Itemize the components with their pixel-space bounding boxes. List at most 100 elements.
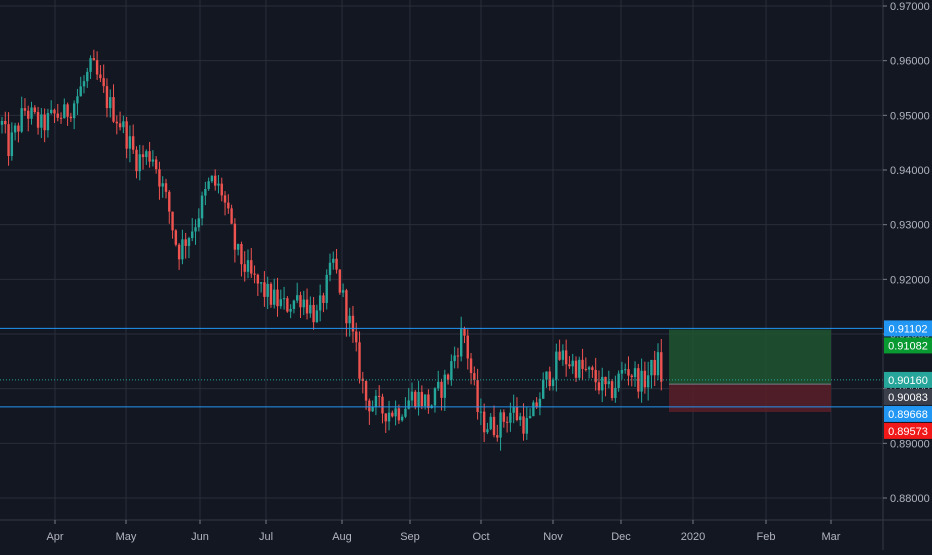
candle-body [50, 109, 53, 114]
candle-body [394, 408, 397, 417]
candle-body [328, 262, 332, 275]
candle-body [538, 398, 542, 408]
candle-body [240, 243, 243, 265]
candle-body [53, 109, 56, 114]
candle [450, 354, 453, 386]
candle-body [279, 299, 282, 307]
candle [499, 409, 502, 451]
candle [502, 409, 506, 428]
candle [227, 194, 230, 214]
candle-body [558, 351, 561, 360]
badge-label: 0.89668 [888, 409, 928, 421]
candle-body [551, 379, 555, 387]
candle-body [653, 359, 656, 376]
candle-body [604, 376, 607, 385]
candle-body [564, 350, 568, 365]
candle [440, 378, 443, 411]
candle-body [204, 189, 207, 196]
candle [594, 357, 597, 391]
candle-body [109, 97, 112, 109]
candle [43, 108, 46, 143]
candle [263, 271, 266, 307]
candle-body [46, 113, 50, 131]
candle-body [578, 359, 581, 378]
candle-body [355, 331, 358, 343]
candle [66, 102, 69, 126]
price-tick-label: 0.92000 [890, 274, 930, 286]
time-tick-label: Feb [757, 531, 776, 543]
candle-body [348, 315, 351, 324]
candle [23, 98, 27, 116]
candle-body [489, 416, 492, 430]
candle [584, 357, 588, 372]
candle [30, 101, 33, 125]
candle [463, 326, 466, 344]
candle [512, 394, 515, 424]
candle-body [650, 359, 653, 376]
candle [482, 403, 486, 442]
candle [309, 296, 312, 318]
candle [40, 108, 43, 139]
candle-body [620, 370, 624, 374]
candle [115, 115, 118, 135]
candle-body [387, 412, 391, 422]
candle [286, 296, 289, 313]
candle [643, 361, 647, 394]
candle [220, 177, 223, 202]
candle-body [0, 120, 4, 125]
candle [355, 322, 358, 352]
candle-body [40, 114, 43, 128]
badge-bg [884, 371, 932, 388]
candle-body [4, 120, 7, 125]
candle-body [217, 183, 220, 186]
candle-body [105, 86, 109, 109]
candle [122, 115, 125, 134]
candle-body [627, 369, 630, 376]
candle [568, 356, 571, 369]
candle [46, 108, 50, 138]
candle-body [187, 238, 191, 246]
candle [348, 307, 351, 337]
target-badge: 0.91082 [884, 337, 932, 354]
candle-body [446, 374, 450, 380]
candle [253, 265, 256, 284]
badge-bg [884, 388, 932, 405]
candle-body [528, 416, 532, 419]
candle [279, 289, 282, 309]
candle-body [276, 289, 279, 307]
candle [187, 236, 191, 259]
candle-body [509, 412, 512, 423]
candle-body [453, 355, 456, 362]
candle-body [59, 117, 63, 119]
candle-body [191, 231, 194, 239]
candle-body [164, 183, 168, 192]
candle [358, 331, 361, 384]
candle [325, 269, 328, 310]
candle [574, 356, 578, 383]
candle-body [184, 239, 187, 246]
candle [640, 358, 643, 403]
candle-body [499, 412, 502, 438]
price-tick-label: 0.93000 [890, 220, 930, 232]
candle [177, 243, 181, 270]
candle-body [571, 360, 574, 367]
candle-body [617, 373, 620, 388]
candle-body [584, 368, 588, 370]
candle-body [145, 151, 148, 158]
candle [79, 76, 82, 97]
candle-body [374, 395, 378, 407]
candle-body [420, 391, 424, 406]
candle [515, 397, 519, 422]
candle [269, 282, 273, 308]
candle [597, 370, 601, 395]
candle [338, 269, 342, 295]
candle-body [378, 395, 381, 397]
candle [581, 348, 584, 381]
candle-body [20, 108, 23, 132]
candle [214, 169, 217, 191]
upper-level-badge: 0.91102 [884, 320, 932, 337]
candle [427, 389, 430, 414]
badge-bg [884, 405, 932, 422]
candle [164, 178, 168, 199]
